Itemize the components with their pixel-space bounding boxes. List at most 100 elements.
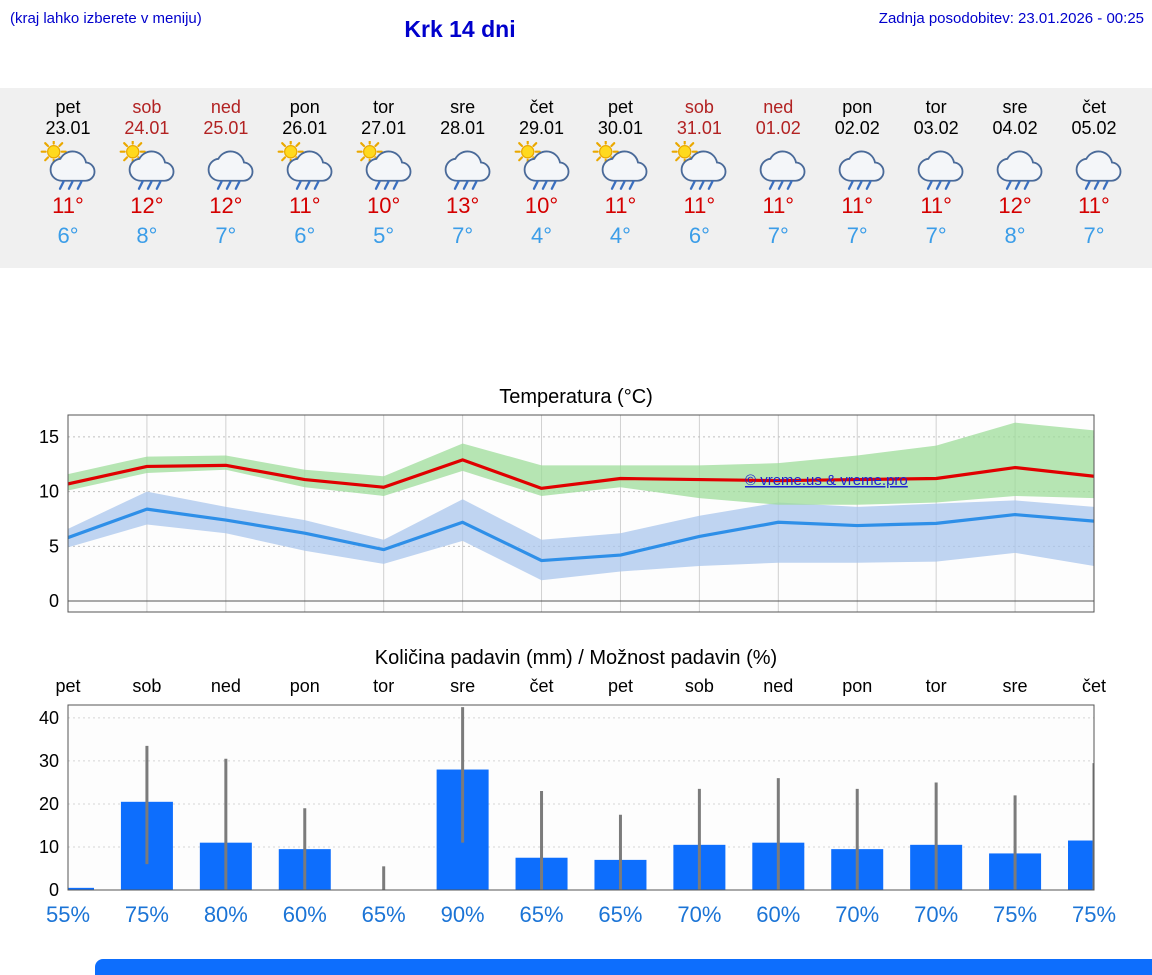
day-name: tor [373, 97, 395, 117]
cloud-rain-icon [420, 141, 506, 193]
precip-probability: 75% [1071, 902, 1117, 927]
day-name: sob [684, 97, 714, 117]
day-low-temp: 7° [767, 223, 789, 248]
day-high-temp: 13° [445, 193, 480, 218]
day-low-temp: 4° [531, 223, 553, 248]
day-high-temp: 11° [920, 193, 952, 218]
precip-day-label: sob [684, 676, 714, 696]
svg-text:15: 15 [39, 427, 59, 447]
precip-day-label: čet [529, 676, 554, 696]
cloud-rain-icon [893, 141, 979, 193]
day-name: pet [607, 97, 633, 117]
svg-text:40: 40 [39, 708, 59, 728]
day-high-temp: 11° [683, 193, 716, 218]
sun-cloud-rain-icon [25, 138, 111, 193]
precip-day-label: tor [373, 676, 395, 696]
cloud-rain-icon [1051, 141, 1137, 193]
forecast-strip: pet 23.01 11° 6° sob 24.01 12° 8° ned 25.01 12° 7° p… [0, 88, 1152, 268]
forecast-day-31.01[interactable]: sob 31.01 11° 6° [656, 88, 742, 249]
day-low-temp: 6° [688, 223, 710, 248]
day-name: ned [210, 97, 241, 117]
svg-text:30: 30 [39, 751, 59, 771]
precip-day-label: pet [607, 676, 633, 696]
day-name: tor [925, 97, 947, 117]
day-date: 02.02 [834, 118, 880, 138]
day-low-temp: 7° [1083, 223, 1105, 248]
day-high-temp: 11° [841, 193, 874, 218]
day-high-temp: 12° [998, 193, 1032, 218]
forecast-day-02.02[interactable]: pon 02.02 11° 7° [814, 88, 900, 249]
precip-bar [1068, 840, 1094, 890]
day-name: ned [763, 97, 794, 117]
sun-cloud-rain-icon [341, 138, 427, 193]
day-low-temp: 7° [452, 223, 474, 248]
forecast-day-30.01[interactable]: pet 30.01 11° 4° [577, 88, 663, 249]
day-date: 04.02 [992, 118, 1038, 138]
forecast-day-24.01[interactable]: sob 24.01 12° 8° [104, 88, 190, 249]
precip-chart-title: Količina padavin (mm) / Možnost padavin … [374, 647, 778, 669]
forecast-day-23.01[interactable]: pet 23.01 11° 6° [25, 88, 111, 249]
day-high-temp: 11° [604, 193, 637, 218]
day-date: 01.02 [755, 118, 801, 138]
forecast-day-26.01[interactable]: pon 26.01 11° 6° [262, 88, 348, 249]
footer-bar [95, 959, 1152, 975]
forecast-day-01.02[interactable]: ned 01.02 11° 7° [735, 88, 821, 249]
forecast-day-28.01[interactable]: sre 28.01 13° 7° [420, 88, 506, 249]
precip-day-label: sre [450, 676, 476, 696]
day-name: sob [132, 97, 162, 117]
precip-day-labels: pet sob ned pon tor sre čet pet sob ned pon tor sre č… [0, 676, 1152, 700]
forecast-day-05.02[interactable]: čet 05.02 11° 7° [1051, 88, 1137, 249]
forecast-day-27.01[interactable]: tor 27.01 10° 5° [341, 88, 427, 249]
sun-cloud-rain-icon [104, 138, 190, 193]
day-high-temp: 10° [524, 193, 559, 218]
day-date: 29.01 [519, 118, 565, 138]
svg-text:5: 5 [49, 536, 59, 556]
precip-probability-row: 55% 75% 80% 60% 65% 90% 65% 65% 70% 60% 70% 70% 75% 7… [0, 902, 1152, 932]
precip-probability: 55% [45, 902, 91, 927]
last-update: Zadnja posodobitev: 23.01.2026 - 00:25 [878, 10, 1144, 27]
day-date: 27.01 [361, 118, 407, 138]
day-high-temp: 11° [288, 193, 321, 218]
day-low-temp: 7° [846, 223, 868, 248]
precip-day-label: ned [210, 676, 241, 696]
sun-cloud-rain-icon [499, 138, 585, 193]
day-date: 23.01 [45, 118, 91, 138]
svg-text:0: 0 [49, 591, 59, 611]
temperature-chart-title: Temperatura (°C) [499, 386, 653, 408]
forecast-day-29.01[interactable]: čet 29.01 10° 4° [499, 88, 585, 249]
precip-day-label: tor [925, 676, 947, 696]
cloud-rain-icon [735, 141, 821, 193]
day-name: sre [1002, 97, 1028, 117]
temp-line-max [68, 458, 1094, 490]
temp-band-max-range [68, 422, 1094, 505]
cloud-rain-icon [183, 141, 269, 193]
precip-probability: 70% [835, 902, 880, 927]
day-low-temp: 6° [294, 223, 316, 248]
sun-cloud-rain-icon [656, 138, 742, 193]
precip-chart: 0 10 20 30 40 [39, 704, 1095, 898]
day-date: 03.02 [913, 118, 959, 138]
forecast-day-25.01[interactable]: ned 25.01 12° 7° [183, 88, 269, 249]
precip-probability: 65% [519, 902, 564, 927]
sun-cloud-rain-icon [262, 138, 348, 193]
forecast-day-03.02[interactable]: tor 03.02 11° 7° [893, 88, 979, 249]
day-high-temp: 11° [52, 193, 84, 218]
forecast-day-04.02[interactable]: sre 04.02 12° 8° [972, 88, 1058, 249]
svg-text:0: 0 [49, 880, 59, 898]
day-date: 31.01 [676, 118, 722, 138]
watermark-link[interactable]: © vreme.us & vreme.pro [745, 472, 908, 489]
cloud-rain-icon [814, 141, 900, 193]
precip-bar [68, 887, 94, 890]
day-low-temp: 7° [925, 223, 947, 248]
precip-probability: 70% [677, 902, 722, 927]
precip-probability: 75% [993, 902, 1038, 927]
day-name: pon [842, 97, 873, 117]
precip-probability: 60% [282, 902, 327, 927]
day-date: 05.02 [1071, 118, 1117, 138]
cloud-rain-icon [972, 141, 1058, 193]
day-low-temp: 8° [1004, 223, 1026, 248]
precip-probability: 80% [203, 902, 248, 927]
precip-day-label: pon [842, 676, 873, 696]
svg-text:10: 10 [39, 837, 59, 857]
